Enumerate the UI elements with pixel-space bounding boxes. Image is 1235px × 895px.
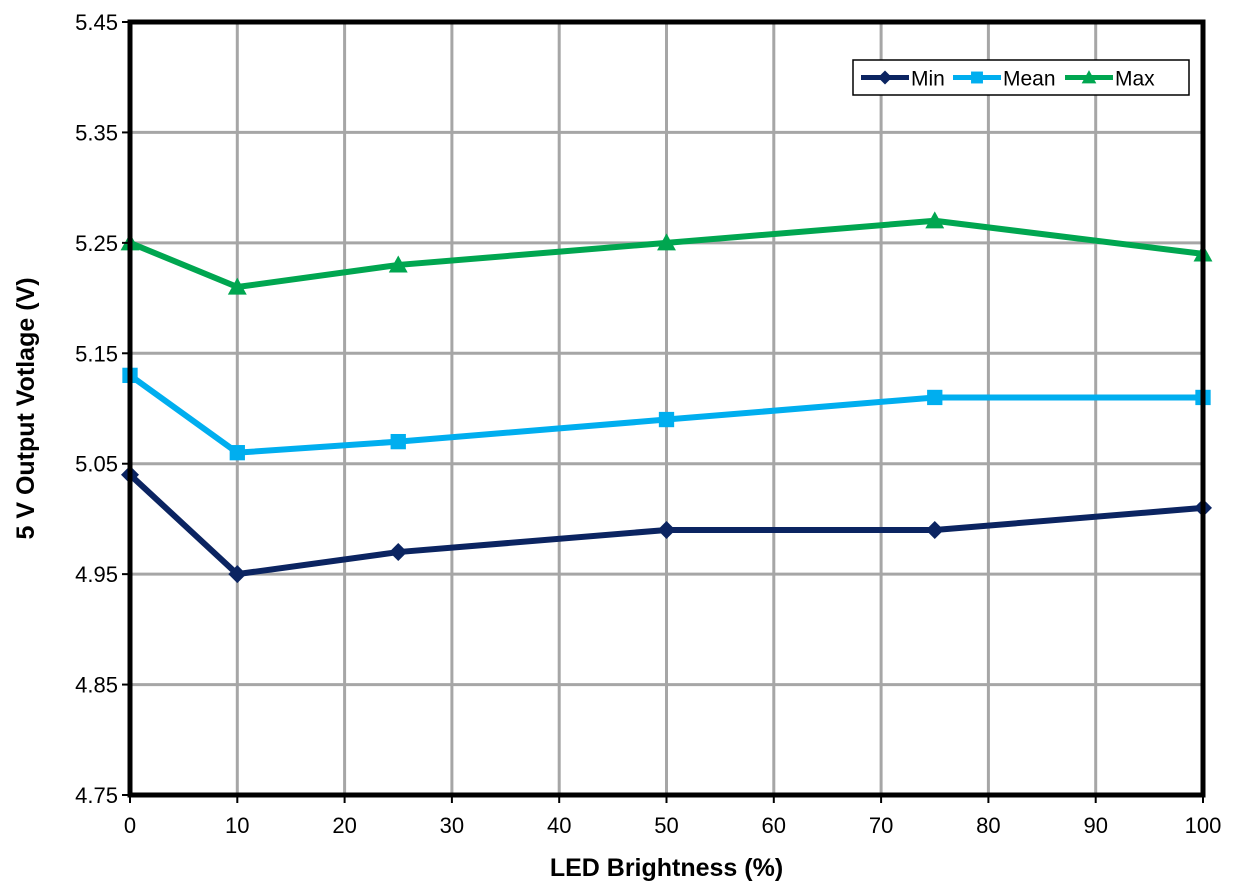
data-point-min xyxy=(925,520,944,539)
legend: Min Mean Max xyxy=(852,59,1190,96)
grid xyxy=(128,20,1205,797)
x-tick-label: 50 xyxy=(654,813,678,838)
data-point-min xyxy=(657,520,676,539)
data-point-min xyxy=(389,543,408,562)
y-tick-label: 5.05 xyxy=(75,452,118,477)
series-line-mean xyxy=(128,372,1203,456)
legend-label-min: Min xyxy=(911,68,945,91)
data-point-max xyxy=(657,233,676,251)
series-line-max xyxy=(128,217,1204,291)
x-tick-label: 80 xyxy=(976,813,1000,838)
legend-item-max: Max xyxy=(1065,68,1155,91)
y-axis-title: 5 V Output Votlage (V) xyxy=(12,277,40,539)
y-tick-label: 4.75 xyxy=(75,783,118,808)
x-tick-label: 0 xyxy=(124,813,136,838)
data-point-max xyxy=(925,211,945,229)
legend-marker-max xyxy=(1081,70,1097,84)
data-point-min xyxy=(228,565,247,584)
data-point-mean xyxy=(927,389,943,406)
legend-marker-mean xyxy=(971,71,983,84)
legend-item-min: Min xyxy=(861,68,945,91)
x-tick-label: 10 xyxy=(225,813,249,838)
data-point-max xyxy=(388,255,408,273)
y-tick-label: 4.85 xyxy=(75,673,118,698)
y-tick-label: 5.45 xyxy=(75,10,118,35)
y-tick-label: 5.25 xyxy=(75,231,118,256)
x-tick-label: 20 xyxy=(332,813,356,838)
y-tick-label: 5.35 xyxy=(75,120,118,145)
y-tick-label: 5.15 xyxy=(75,341,118,366)
x-axis-title: LED Brightness (%) xyxy=(550,854,783,882)
series-line-min xyxy=(127,472,1204,578)
x-tick-label: 90 xyxy=(1083,813,1107,838)
legend-marker-min xyxy=(878,70,892,85)
x-tick-label: 40 xyxy=(547,813,571,838)
data-point-mean xyxy=(229,445,245,461)
x-tick-label: 100 xyxy=(1185,813,1222,838)
x-tick-label: 70 xyxy=(869,813,893,838)
tick-labels: 0 10 20 30 40 50 60 70 80 90 100 4.75 4.85 4.95 5.05 5.… xyxy=(75,10,1221,838)
x-tick-label: 60 xyxy=(762,813,786,838)
x-tick-label: 30 xyxy=(440,813,464,838)
data-point-mean xyxy=(658,411,675,428)
data-point-mean xyxy=(390,433,406,450)
legend-item-mean: Mean xyxy=(953,68,1056,91)
legend-label-max: Max xyxy=(1115,68,1155,91)
legend-label-mean: Mean xyxy=(1003,68,1056,91)
data-point-max xyxy=(227,277,247,295)
y-tick-label: 4.95 xyxy=(75,562,118,587)
